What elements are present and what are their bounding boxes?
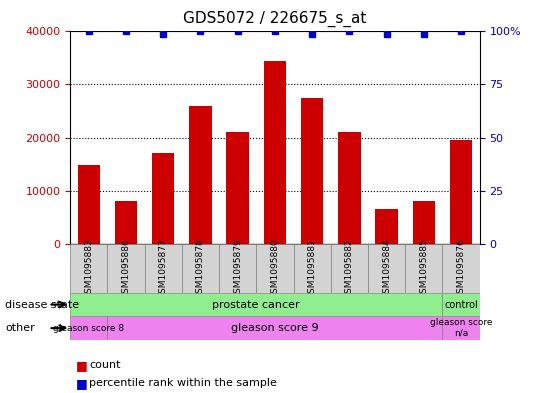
Text: GSM1095886: GSM1095886 <box>121 238 130 299</box>
FancyBboxPatch shape <box>107 316 443 340</box>
Text: ■: ■ <box>75 359 87 372</box>
FancyBboxPatch shape <box>144 244 182 293</box>
Text: gleason score 9: gleason score 9 <box>231 323 319 333</box>
Bar <box>413 201 435 244</box>
Text: ■: ■ <box>75 376 87 390</box>
Text: other: other <box>5 323 35 333</box>
FancyBboxPatch shape <box>294 244 331 293</box>
FancyBboxPatch shape <box>107 244 144 293</box>
FancyBboxPatch shape <box>70 244 107 293</box>
Text: GSM1095877: GSM1095877 <box>158 238 168 299</box>
Bar <box>450 140 472 244</box>
Text: control: control <box>444 299 478 310</box>
Bar <box>189 106 212 244</box>
Bar <box>152 153 174 244</box>
FancyBboxPatch shape <box>182 244 219 293</box>
Text: gleason score
n/a: gleason score n/a <box>430 318 492 338</box>
Text: GSM1095885: GSM1095885 <box>419 238 429 299</box>
Text: GSM1095879: GSM1095879 <box>233 238 242 299</box>
Text: GSM1095880: GSM1095880 <box>271 238 279 299</box>
FancyBboxPatch shape <box>443 293 480 316</box>
Bar <box>301 98 323 244</box>
Bar <box>226 132 249 244</box>
FancyBboxPatch shape <box>331 244 368 293</box>
FancyBboxPatch shape <box>405 244 443 293</box>
Title: GDS5072 / 226675_s_at: GDS5072 / 226675_s_at <box>183 11 367 27</box>
Text: GSM1095876: GSM1095876 <box>457 238 466 299</box>
Text: GSM1095884: GSM1095884 <box>382 238 391 299</box>
Text: gleason score 8: gleason score 8 <box>53 324 125 332</box>
FancyBboxPatch shape <box>219 244 256 293</box>
FancyBboxPatch shape <box>70 316 107 340</box>
Text: GSM1095881: GSM1095881 <box>308 238 316 299</box>
FancyBboxPatch shape <box>443 316 480 340</box>
Text: prostate cancer: prostate cancer <box>212 299 300 310</box>
Text: disease state: disease state <box>5 299 80 310</box>
FancyBboxPatch shape <box>256 244 294 293</box>
Text: GSM1095882: GSM1095882 <box>345 238 354 299</box>
FancyBboxPatch shape <box>70 293 443 316</box>
FancyBboxPatch shape <box>368 244 405 293</box>
Bar <box>115 201 137 244</box>
Bar <box>78 165 100 244</box>
FancyBboxPatch shape <box>443 244 480 293</box>
Text: GSM1095883: GSM1095883 <box>84 238 93 299</box>
Bar <box>338 132 361 244</box>
Text: percentile rank within the sample: percentile rank within the sample <box>89 378 277 388</box>
Text: GSM1095878: GSM1095878 <box>196 238 205 299</box>
Text: count: count <box>89 360 120 371</box>
Bar <box>264 61 286 244</box>
Bar <box>376 209 398 244</box>
